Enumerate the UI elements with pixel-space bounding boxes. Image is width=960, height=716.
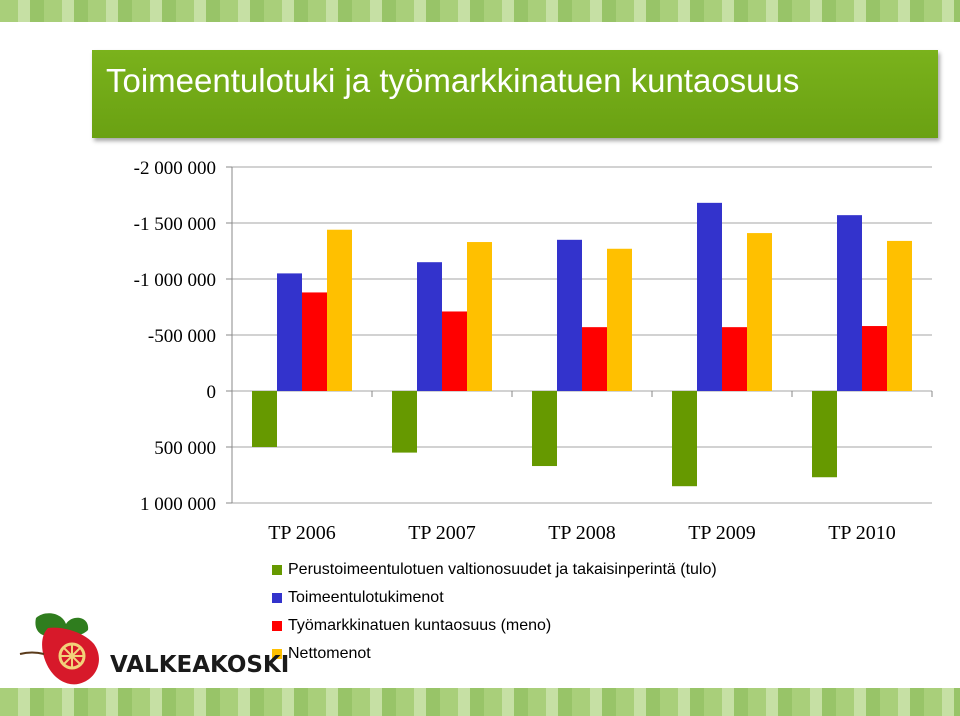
legend-item: Työmarkkinatuen kuntaosuus (meno)	[272, 612, 717, 640]
y-axis-ticks: -2 000 000 -1 500 000 -1 000 000 -500 000 0 5…	[134, 158, 216, 515]
y-tick-label: 0	[207, 382, 217, 403]
bar	[532, 391, 557, 467]
y-tick-label: -1 500 000	[134, 214, 216, 235]
logo-text: VALKEAKOSKI	[110, 652, 290, 678]
bar	[327, 229, 352, 391]
x-category-label: TP 2008	[548, 522, 616, 544]
bar	[672, 391, 697, 487]
x-axis-categories: TP 2006 TP 2007 TP 2008 TP 2009 TP 2010	[268, 522, 896, 544]
bar	[812, 391, 837, 478]
x-category-label: TP 2006	[268, 522, 336, 544]
bottom-decor-stripes	[0, 688, 960, 716]
legend-item: Toimeentulotukimenot	[272, 584, 717, 612]
legend-swatch	[272, 565, 282, 575]
bar	[887, 240, 912, 391]
legend-swatch	[272, 621, 282, 631]
legend-label: Nettomenot	[288, 645, 371, 662]
bar	[557, 239, 582, 391]
valkeakoski-logo: VALKEAKOSKI	[14, 608, 289, 688]
bar	[302, 292, 327, 391]
legend-swatch	[272, 649, 282, 659]
strawberry-icon	[19, 613, 99, 685]
bar	[442, 311, 467, 391]
bar	[722, 327, 747, 391]
y-tick-label: 500 000	[154, 438, 216, 459]
legend-item: Perustoimeentulotuen valtionosuudet ja t…	[272, 556, 717, 584]
x-category-label: TP 2010	[828, 522, 896, 544]
title-banner: Toimeentulotuki ja työmarkkinatuen kunta…	[92, 50, 938, 138]
y-tick-label: -1 000 000	[134, 270, 216, 291]
bar	[862, 326, 887, 391]
legend-label: Toimeentulotukimenot	[288, 589, 444, 606]
legend-item: Nettomenot	[272, 640, 717, 668]
chart-bars	[252, 202, 912, 487]
bar	[697, 202, 722, 391]
x-category-label: TP 2009	[688, 522, 756, 544]
slide-title: Toimeentulotuki ja työmarkkinatuen kunta…	[106, 62, 800, 99]
bar	[607, 248, 632, 391]
legend-label: Perustoimeentulotuen valtionosuudet ja t…	[288, 561, 717, 578]
legend-swatch	[272, 593, 282, 603]
bar	[467, 242, 492, 391]
legend-label: Työmarkkinatuen kuntaosuus (meno)	[288, 617, 552, 634]
chart-legend: Perustoimeentulotuen valtionosuudet ja t…	[272, 556, 717, 668]
bar	[837, 215, 862, 391]
bar	[747, 233, 772, 391]
bar	[277, 273, 302, 391]
bar	[252, 391, 277, 447]
y-tick-label: 1 000 000	[140, 494, 216, 515]
x-category-label: TP 2007	[408, 522, 476, 544]
top-decor-stripes	[0, 0, 960, 22]
bar	[582, 327, 607, 391]
y-tick-label: -500 000	[148, 326, 216, 347]
bar	[392, 391, 417, 453]
bar	[417, 262, 442, 391]
y-tick-label: -2 000 000	[134, 158, 216, 179]
